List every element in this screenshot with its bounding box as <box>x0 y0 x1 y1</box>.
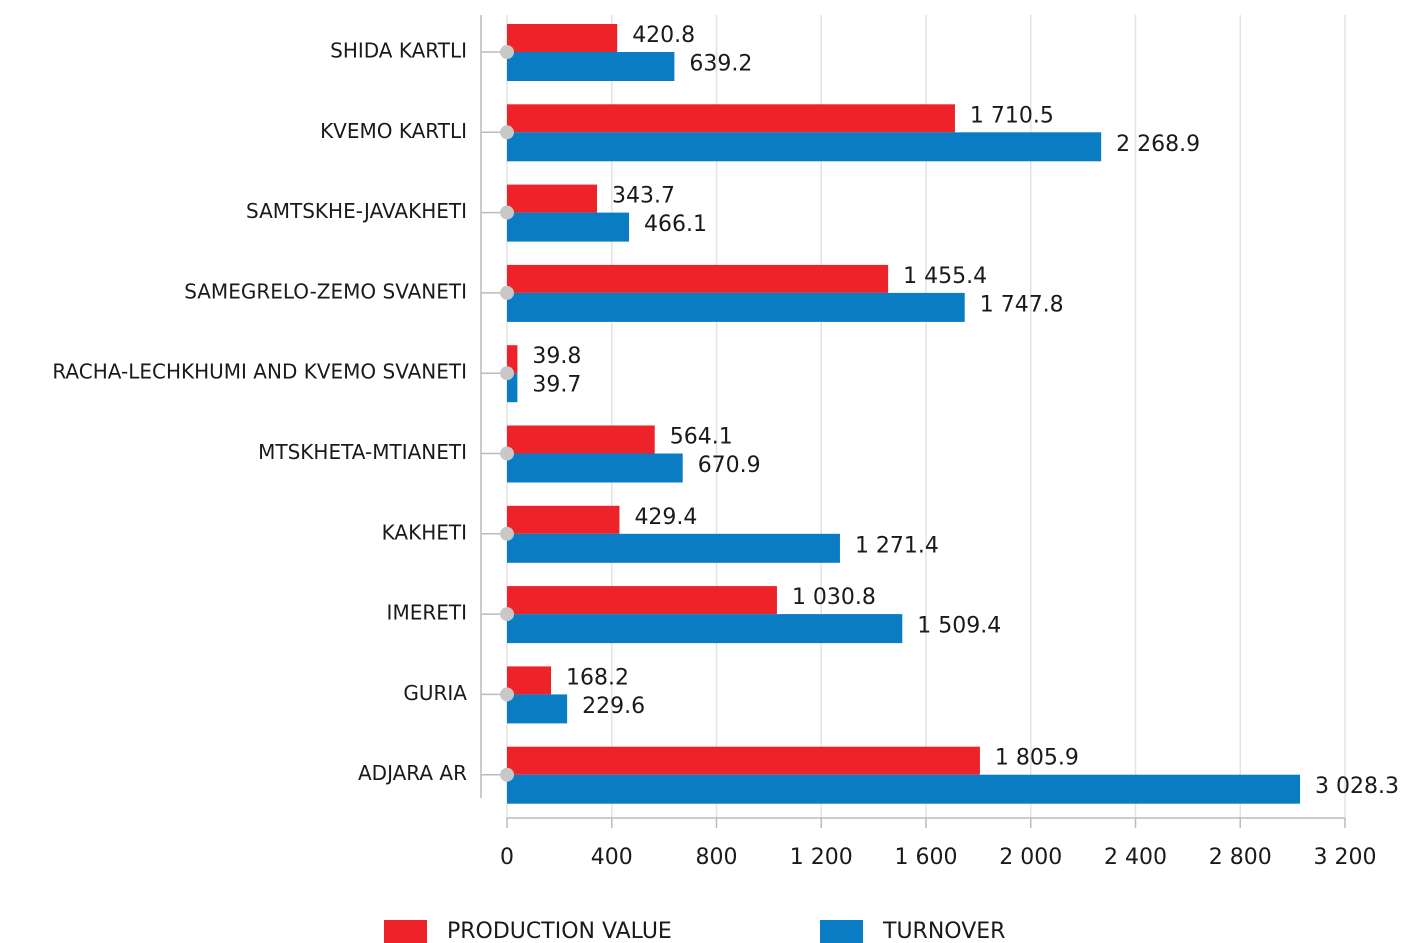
bar <box>507 132 1102 162</box>
value-label: 420.8 <box>632 23 695 48</box>
y-tick-label: SAMEGRELO-ZEMO SVANETI <box>184 279 467 303</box>
legend-label: TURNOVER <box>882 919 1005 943</box>
y-tick-label: KVEMO KARTLI <box>320 119 467 143</box>
y-tick-label: ADJARA AR <box>358 761 467 785</box>
value-label: 670.9 <box>698 453 761 478</box>
value-label: 39.8 <box>532 344 581 369</box>
x-tick-label: 3 200 <box>1314 845 1377 870</box>
x-tick-label: 800 <box>696 845 738 870</box>
value-label: 1 710.5 <box>970 103 1054 128</box>
x-tick-label: 2 400 <box>1104 845 1167 870</box>
value-label: 564.1 <box>670 425 733 450</box>
y-tick-label: MTSKHETA-MTIANETI <box>258 440 467 464</box>
bar <box>507 586 777 615</box>
legend-swatch <box>384 920 427 943</box>
y-tick-label: GURIA <box>403 681 467 705</box>
x-tick-label: 400 <box>591 845 633 870</box>
bar <box>507 24 618 52</box>
bar <box>507 533 840 563</box>
x-tick-label: 2 000 <box>999 845 1062 870</box>
bar <box>507 694 568 724</box>
value-label: 639.2 <box>689 52 752 77</box>
value-label: 1 747.8 <box>980 292 1064 317</box>
bar <box>507 746 980 775</box>
bar <box>507 264 889 293</box>
y-tick-label: KAKHETI <box>382 520 467 544</box>
y-tick-dot <box>500 45 514 59</box>
y-tick-dot <box>500 607 514 622</box>
y-tick-label: IMERETI <box>387 601 467 625</box>
y-tick-dot <box>500 526 514 541</box>
value-label: 1 509.4 <box>917 614 1001 639</box>
value-label: 1 030.8 <box>792 585 876 610</box>
value-label: 229.6 <box>582 694 645 719</box>
x-tick-label: 2 800 <box>1209 845 1272 870</box>
value-label: 1 455.4 <box>903 264 987 289</box>
y-tick-label: SAMTSKHE-JAVAKHETI <box>246 199 467 223</box>
y-tick-dot <box>500 125 514 140</box>
value-label: 3 028.3 <box>1315 774 1399 799</box>
bar <box>507 184 598 213</box>
value-label: 1 805.9 <box>995 746 1079 771</box>
bar <box>507 505 620 534</box>
bar <box>507 104 955 133</box>
y-tick-dot <box>500 446 514 461</box>
value-label: 466.1 <box>644 212 707 237</box>
value-label: 2 268.9 <box>1116 132 1200 157</box>
legend-swatch <box>820 920 863 943</box>
y-tick-dot <box>500 205 514 220</box>
bar <box>507 774 1301 804</box>
value-label: 429.4 <box>634 505 697 530</box>
y-tick-dot <box>500 285 514 300</box>
x-tick-label: 1 600 <box>895 845 958 870</box>
bar <box>507 212 630 242</box>
value-label: 1 271.4 <box>855 533 939 558</box>
bar <box>507 292 965 322</box>
y-tick-label: SHIDA KARTLI <box>330 39 467 63</box>
value-label: 168.2 <box>566 665 629 690</box>
legend-label: PRODUCTION VALUE <box>447 919 672 943</box>
bar <box>507 52 675 81</box>
value-label: 343.7 <box>612 184 675 209</box>
value-label: 39.7 <box>532 373 581 398</box>
bar <box>507 425 655 454</box>
bar <box>507 614 903 644</box>
bar <box>507 453 683 483</box>
bar <box>507 373 518 403</box>
y-tick-label: RACHA-LECHKHUMI AND KVEMO SVANETI <box>52 360 467 384</box>
bar <box>507 345 518 374</box>
y-tick-dot <box>500 687 514 702</box>
bar <box>507 666 552 695</box>
x-tick-label: 0 <box>500 845 514 870</box>
y-tick-dot <box>500 767 514 782</box>
y-tick-dot <box>500 366 514 381</box>
x-tick-label: 1 200 <box>790 845 853 870</box>
